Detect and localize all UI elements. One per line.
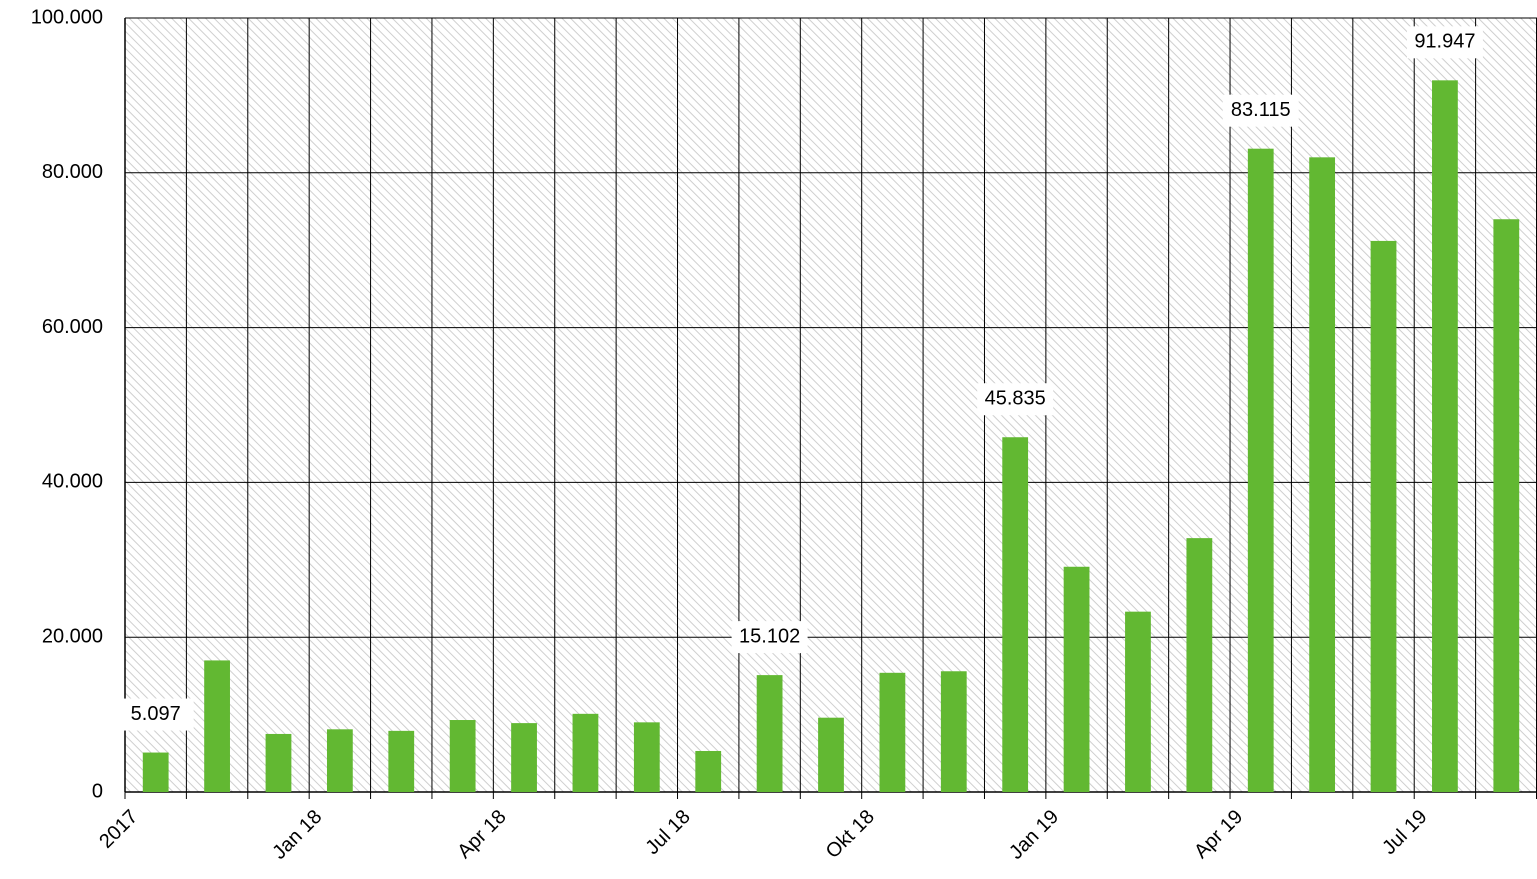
plot-area — [125, 18, 1537, 792]
data-label-box — [1406, 26, 1483, 59]
bar — [879, 672, 906, 792]
bar — [1247, 148, 1274, 793]
bar — [388, 730, 415, 792]
x-tick-label: Okt 18 — [822, 806, 879, 863]
bar — [633, 722, 660, 792]
bar — [1063, 566, 1090, 792]
y-tick-label: 40.000 — [42, 471, 103, 493]
data-label: 45.835 — [985, 388, 1046, 410]
data-label: 15.102 — [739, 625, 800, 647]
bar — [1309, 157, 1336, 792]
bar — [511, 723, 537, 792]
x-tick-label: Jul 18 — [641, 806, 694, 859]
y-tick-label: 0 — [92, 780, 103, 802]
y-tick-label: 80.000 — [42, 161, 103, 183]
x-tick-label: 2017 — [95, 806, 142, 853]
bar — [695, 750, 722, 792]
data-label-box — [977, 383, 1054, 416]
bar — [756, 675, 783, 792]
y-tick-label: 60.000 — [42, 316, 103, 338]
data-label: 83.115 — [1231, 99, 1291, 121]
bar — [204, 660, 230, 792]
data-label-box — [1222, 94, 1299, 127]
x-tick-label: Jul 19 — [1378, 806, 1431, 859]
data-label: 91.947 — [1414, 31, 1475, 53]
data-label-box — [731, 621, 808, 654]
x-tick-label: Jan 19 — [1005, 806, 1063, 864]
bar — [940, 671, 967, 792]
data-label: 5.097 — [131, 703, 181, 725]
bar — [449, 720, 476, 792]
y-tick-label: 20.000 — [42, 625, 103, 647]
bar — [1186, 538, 1213, 792]
data-label-box — [117, 698, 194, 731]
bar — [1493, 219, 1520, 793]
bar — [1002, 437, 1029, 792]
bar — [1125, 611, 1151, 792]
x-tick-label: Apr 18 — [453, 806, 510, 863]
x-tick-label: Apr 19 — [1190, 806, 1247, 863]
y-tick-label: 100.000 — [31, 6, 103, 28]
bar — [1370, 240, 1397, 793]
bar — [265, 733, 292, 792]
bar — [1432, 80, 1458, 793]
x-tick-label: Jan 18 — [268, 806, 326, 864]
bar — [326, 729, 353, 792]
bar — [572, 713, 599, 792]
bar — [142, 752, 169, 792]
bar — [818, 717, 844, 792]
